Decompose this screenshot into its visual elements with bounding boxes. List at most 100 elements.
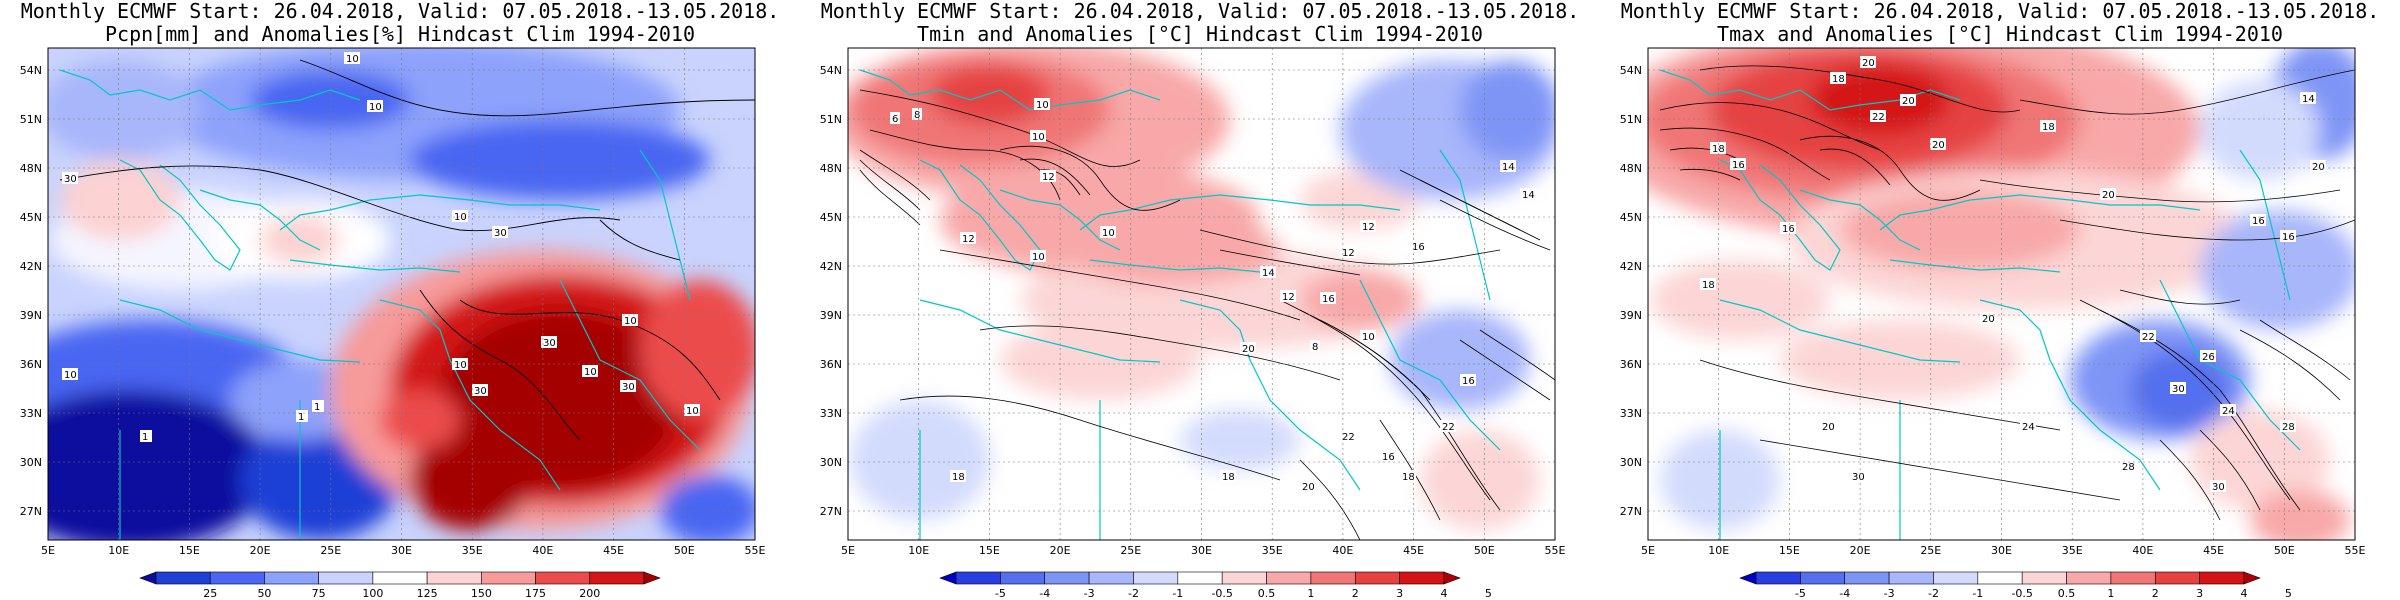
tmax-map: 20 18 20 22 20 16 18 16 20 18 14 20 16 1… [1620,47,2366,600]
lat-tick: 54N [1620,64,1642,77]
colorbar-label: 100 [362,587,383,600]
lon-tick: 50E [674,544,695,557]
colorbar-label: -2 [1928,587,1939,600]
contour-label: 24 [2222,406,2235,417]
lat-tick: 42N [1620,260,1642,273]
colorbar-label: 75 [312,587,326,600]
lon-tick: 5E [41,544,55,557]
colorbar-label: 3 [1396,587,1403,600]
lon-tick: 45E [2203,544,2224,557]
colorbar: 25 50 75 100 125 150 175 200 [139,571,661,600]
lat-tick: 30N [20,456,42,469]
contour-label: 22 [2142,332,2155,343]
lat-tick: 33N [820,407,842,420]
colorbar-swatch [589,571,645,585]
contour-label: 6 [892,114,898,125]
contour-label: 1 [298,412,304,423]
tmin-map: 10 8 6 10 12 12 10 10 16 12 14 12 16 10 … [820,47,1566,600]
contour-label: 30 [2212,482,2225,493]
contour-label: 28 [2282,422,2295,433]
lon-tick: 45E [1403,544,1424,557]
lat-tick: 39N [1620,309,1642,322]
lat-tick: 33N [1620,407,1642,420]
contour-label: 30 [474,386,487,397]
colorbar-label: -0.5 [1211,587,1232,600]
precipitation-map: 10 10 10 30 30 10 1 1 10 30 10 30 10 10 … [20,47,766,600]
tmin-panel: Monthly ECMWF Start: 26.04.2018, Valid: … [800,0,1600,600]
colorbar-label: -4 [1039,587,1050,600]
colorbar-label: 175 [525,587,546,600]
colorbar-swatch [1399,571,1445,585]
lon-tick: 45E [603,544,624,557]
contour-label: 1 [142,432,148,443]
contour-label: 26 [2202,352,2215,363]
contour-label: 28 [2122,462,2135,473]
contour-label: 12 [1282,292,1295,303]
contour-label: 30 [64,174,77,185]
coastlines [1659,69,2301,540]
colorbar-swatch [1266,571,1312,585]
lon-tick: 5E [1641,544,1655,557]
colorbar-label: 2 [1352,587,1359,600]
colorbar-label: 4 [1441,587,1448,600]
contour-label: 20 [1862,58,1875,69]
lon-tick: 25E [1920,544,1941,557]
colorbar-label: 3 [2196,587,2203,600]
tmax-panel: Monthly ECMWF Start: 26.04.2018, Valid: … [1600,0,2400,600]
lon-tick: 10E [1708,544,1729,557]
contour-label: 12 [1042,172,1055,183]
lon-tick: 30E [1191,544,1212,557]
lon-tick: 35E [462,544,483,557]
contour-lines [859,89,1555,540]
contour-label: 12 [1342,248,1355,259]
contour-label: 18 [952,472,965,483]
lon-tick: 40E [532,544,553,557]
lon-tick: 5E [841,544,855,557]
contour-lines [1659,65,2355,521]
contour-label: 22 [1442,422,1455,433]
longitude-axis: 5E 10E 15E 20E 25E 30E 35E 40E 45E 50E 5… [841,544,1565,557]
contour-label: 1 [314,402,320,413]
contour-label: 30 [2172,384,2185,395]
colorbar-label: 0.5 [2058,587,2076,600]
contour-label: 24 [2022,422,2035,433]
colorbar-label: 2 [2152,587,2159,600]
graticule [1648,48,2355,540]
contour-label: 18 [1712,144,1725,155]
lon-tick: 35E [2062,544,2083,557]
colorbar-label: -4 [1839,587,1850,600]
colorbar-swatch [1088,571,1134,585]
colorbar-label: -1 [1172,587,1183,600]
contour-label: 8 [914,110,920,121]
lon-tick: 55E [745,544,766,557]
contour-label: 20 [1302,482,1315,493]
lat-tick: 39N [20,309,42,322]
contour-label: 22 [1342,432,1355,443]
colorbar-label: 5 [2285,587,2292,600]
colorbar-swatch [1221,571,1267,585]
lon-tick: 30E [1991,544,2012,557]
contour-label: 18 [2042,122,2055,133]
colorbar-swatch [1133,571,1179,585]
lat-tick: 30N [1620,456,1642,469]
colorbar-label: 50 [257,587,271,600]
colorbar-swatch [535,571,591,585]
contour-label: 18 [1402,472,1415,483]
contour-label: 10 [1036,100,1049,111]
colorbar-label: 200 [579,587,600,600]
contour-label-group: 10 8 6 10 12 12 10 10 16 12 14 12 16 10 … [890,98,1536,493]
lat-tick: 54N [820,64,842,77]
contour-label: 20 [1982,314,1995,325]
contour-label: 10 [64,370,77,381]
colorbar-swatch [955,571,1001,585]
colorbar-label: -5 [995,587,1006,600]
colorbar-label: -0.5 [2011,587,2032,600]
colorbar-low-triangle [1739,571,1757,585]
graticule [848,48,1555,540]
colorbar-label: 1 [1307,587,1314,600]
tmin-anomaly-field: 10 8 6 10 12 12 10 10 16 12 14 12 16 10 … [848,48,1555,540]
lat-tick: 45N [820,211,842,224]
contour-label: 16 [1412,242,1425,253]
latitude-axis: 54N 51N 48N 45N 42N 39N 36N 33N 30N 27N [20,64,42,518]
lon-tick: 10E [108,544,129,557]
